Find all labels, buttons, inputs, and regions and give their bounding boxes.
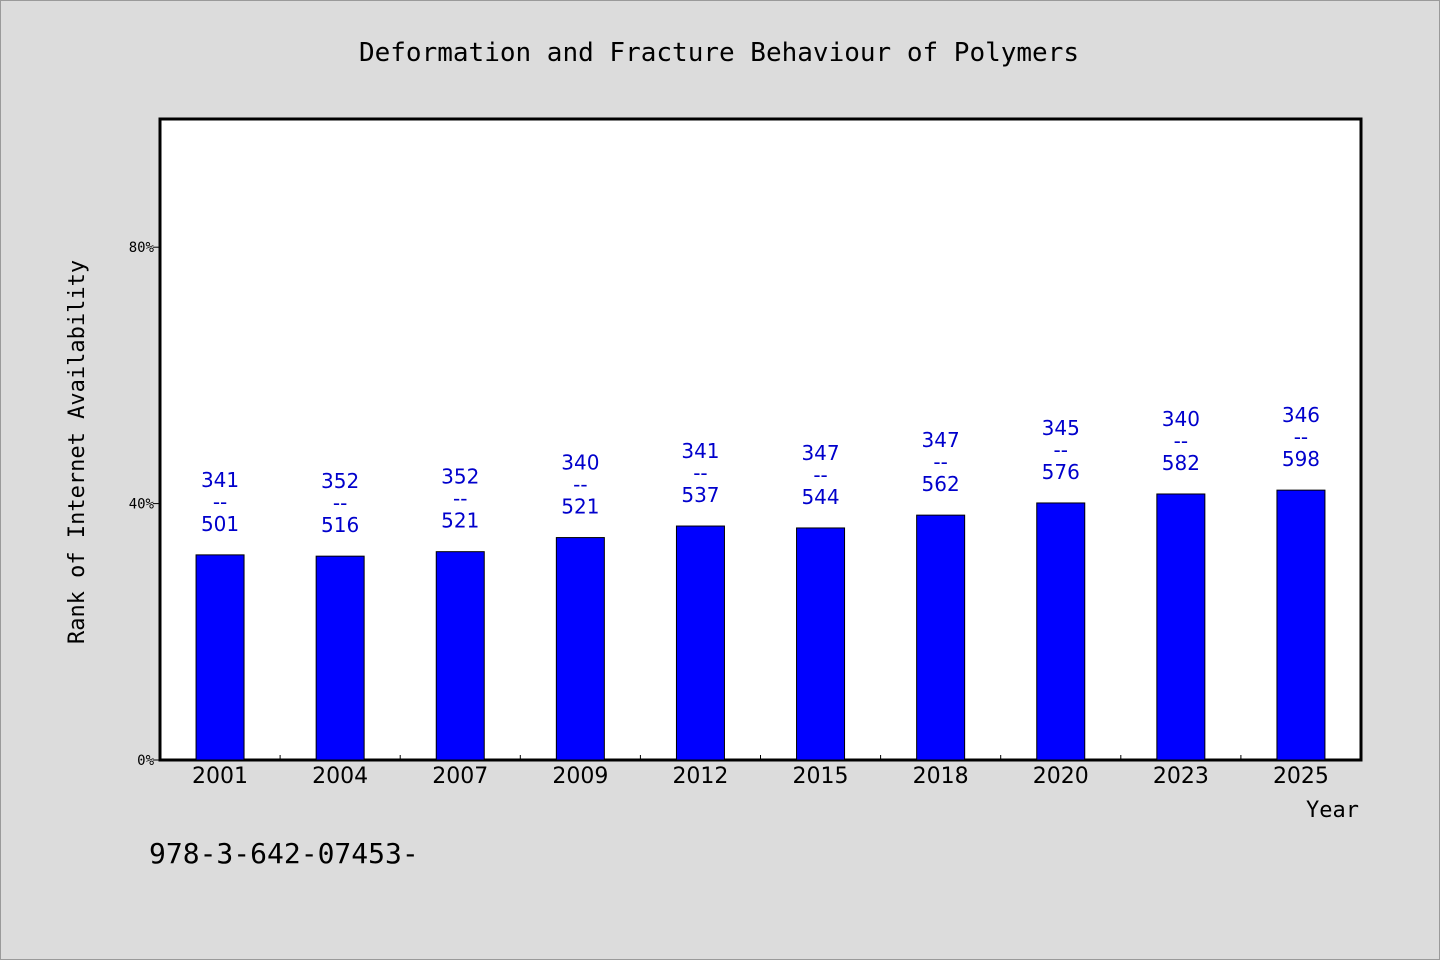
data-label: 501 [201,512,239,536]
y-tick-label: 40% [129,497,155,513]
data-label: -- [453,487,467,511]
x-tick-label: 2023 [1153,764,1209,789]
data-label: 347 [801,441,839,465]
x-tick-label: 2007 [432,764,488,789]
data-label: -- [213,490,227,514]
chart-title: Deformation and Fracture Behaviour of Po… [359,38,1079,68]
bar [315,555,365,761]
bar [555,537,605,761]
data-label: 582 [1162,451,1200,475]
data-label: 352 [441,465,479,489]
x-tick-label: 2004 [312,764,368,789]
x-tick-label: 2015 [793,764,849,789]
x-axis: 2001 2004 2007 2009 2012 2015 2018 2020 2023 2025 [192,755,1329,789]
data-label: 347 [922,428,960,452]
data-label: -- [573,473,587,497]
bar [1036,502,1086,761]
x-tick-label: 2001 [192,764,248,789]
data-label: -- [933,450,947,474]
y-axis: 0% 40% 80% [129,240,160,769]
data-label: 341 [681,439,719,463]
bar [1276,489,1326,761]
x-tick-label: 2009 [552,764,608,789]
data-label: 352 [321,469,359,493]
data-label: -- [813,463,827,487]
x-tick-label: 2020 [1033,764,1089,789]
x-tick-label: 2012 [672,764,728,789]
data-label: 544 [801,485,839,509]
data-label: -- [1294,425,1308,449]
y-tick-label: 80% [129,240,155,256]
x-tick-label: 2018 [913,764,969,789]
data-label: -- [1174,429,1188,453]
data-label: 562 [922,472,960,496]
data-label: 521 [561,495,599,519]
bar [675,525,725,761]
bar [435,551,485,761]
data-label: 598 [1282,447,1320,471]
y-tick-label: 0% [137,753,154,769]
data-label: 340 [561,451,599,475]
data-label: 345 [1042,416,1080,440]
data-label: 521 [441,509,479,533]
data-label: 346 [1282,403,1320,427]
data-label: 516 [321,513,359,537]
data-labels-group: 341--501352--516352--521340--521341--537… [201,403,1320,537]
bar [1156,493,1206,761]
data-label: 341 [201,468,239,492]
x-tick-label: 2025 [1273,764,1329,789]
footer-isbn-text: 978-3-642-07453- [149,837,419,870]
bar [796,527,846,761]
bar [195,554,245,761]
data-label: 576 [1042,460,1080,484]
data-label: -- [693,461,707,485]
data-label: -- [1054,438,1068,462]
y-axis-label: Rank of Internet Availability [65,260,90,644]
x-axis-label: Year [1306,798,1359,823]
bars-group [195,489,1326,761]
bar [916,514,966,761]
data-label: 537 [681,483,719,507]
data-label: 340 [1162,407,1200,431]
data-label: -- [333,491,347,515]
